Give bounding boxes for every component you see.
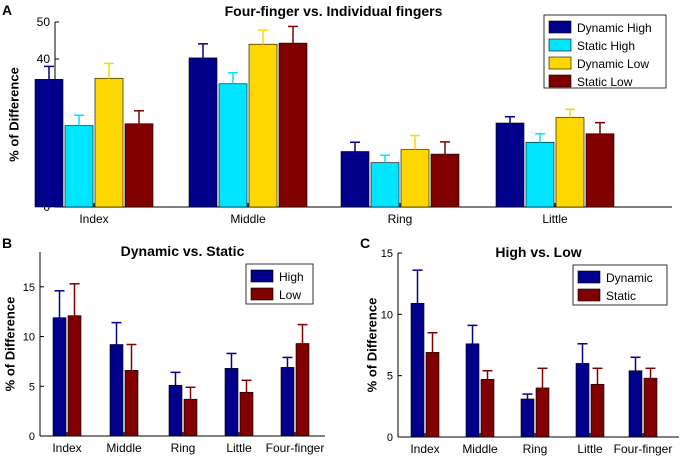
legend-label: Dynamic: [606, 271, 653, 285]
y-tick-label: 10: [23, 332, 35, 344]
legend-swatch: [548, 74, 572, 88]
panel-c: 0 5 10 15 Index Middle Ring Little Four-finger Hi…: [360, 235, 679, 456]
bar-index-static: [425, 352, 440, 438]
x-tick-label: Four-finger: [266, 441, 325, 455]
legend-label: Low: [279, 288, 301, 302]
panel-label: B: [2, 235, 12, 251]
legend-label: Dynamic High: [577, 21, 652, 35]
legend-swatch: [548, 38, 572, 52]
panel-label: C: [360, 235, 370, 251]
bar-ring-static-high: [370, 162, 400, 208]
x-tick-label: Little: [542, 212, 568, 226]
y-tick-label: 5: [29, 381, 35, 393]
legend-swatch: [548, 56, 572, 70]
bar-ring-low: [183, 398, 198, 437]
x-tick-label: Ring: [171, 441, 196, 455]
bar-index-low: [67, 315, 82, 437]
bar-little-low: [239, 391, 254, 437]
bar-ring-high: [168, 384, 183, 437]
bar-ring-dynamic-low: [400, 149, 430, 208]
legend-label: Dynamic Low: [577, 57, 649, 71]
bar-index-dynamic-low: [94, 77, 124, 208]
x-tick-label: Little: [226, 441, 252, 455]
y-axis-label: % of Difference: [7, 67, 22, 162]
bar-ring-static-low: [430, 153, 460, 208]
x-tick-label: Index: [52, 441, 81, 455]
bar-little-static-high: [525, 141, 555, 208]
y-tick-label: 50: [37, 15, 51, 29]
x-tick-label: Ring: [523, 442, 548, 456]
bar-index-high: [52, 317, 67, 437]
bar-index-static-high: [64, 125, 94, 208]
bar-middle-low: [124, 370, 139, 437]
legend-label: Static: [606, 289, 636, 303]
x-tick-label: Middle: [230, 212, 266, 226]
bar-ring-dynamic: [520, 398, 535, 438]
bar-middle-static-high: [218, 83, 248, 208]
x-tick-label: Four-finger: [614, 442, 673, 456]
bar-middle-static-low: [278, 42, 308, 208]
legend: Dynamic Static: [572, 264, 668, 306]
y-axis-label: % of Difference: [3, 297, 18, 392]
bar-middle-high: [109, 344, 124, 437]
x-tick-label: Little: [577, 442, 603, 456]
x-tick-label: Index: [410, 442, 439, 456]
y-tick-label: 15: [23, 282, 35, 294]
panel-label: A: [2, 2, 12, 18]
bar-four-finger-static: [643, 377, 658, 438]
x-tick-label: Ring: [388, 212, 413, 226]
chart-title: High vs. Low: [495, 244, 581, 260]
chart-title: Dynamic vs. Static: [121, 243, 245, 259]
chart-title: Four-finger vs. Individual fingers: [225, 3, 443, 19]
bar-ring-dynamic-high: [340, 151, 370, 208]
bar-four-finger-low: [295, 343, 310, 437]
bar-index-dynamic: [410, 302, 425, 438]
bar-index-static-low: [124, 123, 154, 208]
y-tick-label: 10: [381, 309, 393, 321]
legend-label: Static Low: [577, 75, 633, 89]
y-tick-label: 15: [381, 248, 393, 260]
legend-swatch: [577, 288, 601, 302]
legend-label: Static High: [577, 39, 635, 53]
y-tick-label: 0: [387, 432, 393, 444]
bar-ring-static: [535, 387, 550, 438]
x-tick-label: Index: [79, 212, 108, 226]
panel-a: 01020304050IndexMiddleRingLittleFour-fin…: [2, 2, 672, 226]
bar-four-finger-high: [280, 367, 295, 437]
y-axis-label: % of Difference: [365, 298, 380, 393]
x-tick-label: Middle: [462, 442, 498, 456]
bar-little-static-low: [585, 133, 615, 208]
legend-swatch: [577, 270, 601, 284]
bar-little-static: [590, 383, 605, 438]
legend: High Low: [245, 263, 314, 305]
legend: Dynamic High Static High Dynamic Low Static…: [543, 14, 667, 89]
bar-middle-dynamic-low: [248, 43, 278, 208]
y-tick-label: 40: [37, 52, 51, 66]
bar-middle-dynamic: [465, 343, 480, 438]
panel-b: 0 5 10 15 Index Middle Ring Little Four-finger Dy…: [2, 235, 325, 455]
legend-swatch: [250, 269, 274, 283]
bar-four-finger-dynamic: [628, 370, 643, 438]
y-tick-label: 5: [387, 371, 393, 383]
bar-little-dynamic-low: [555, 117, 585, 208]
legend-label: High: [279, 270, 304, 284]
y-tick-label: 0: [29, 431, 35, 443]
bar-little-dynamic-high: [495, 122, 525, 208]
x-tick-label: Middle: [106, 441, 142, 455]
bar-middle-static: [480, 379, 495, 438]
bar-little-high: [224, 368, 239, 437]
legend-swatch: [250, 287, 274, 301]
bar-little-dynamic: [575, 363, 590, 438]
legend-swatch: [548, 20, 572, 34]
bar-index-dynamic-high: [34, 79, 64, 208]
bar-middle-dynamic-high: [188, 57, 218, 208]
